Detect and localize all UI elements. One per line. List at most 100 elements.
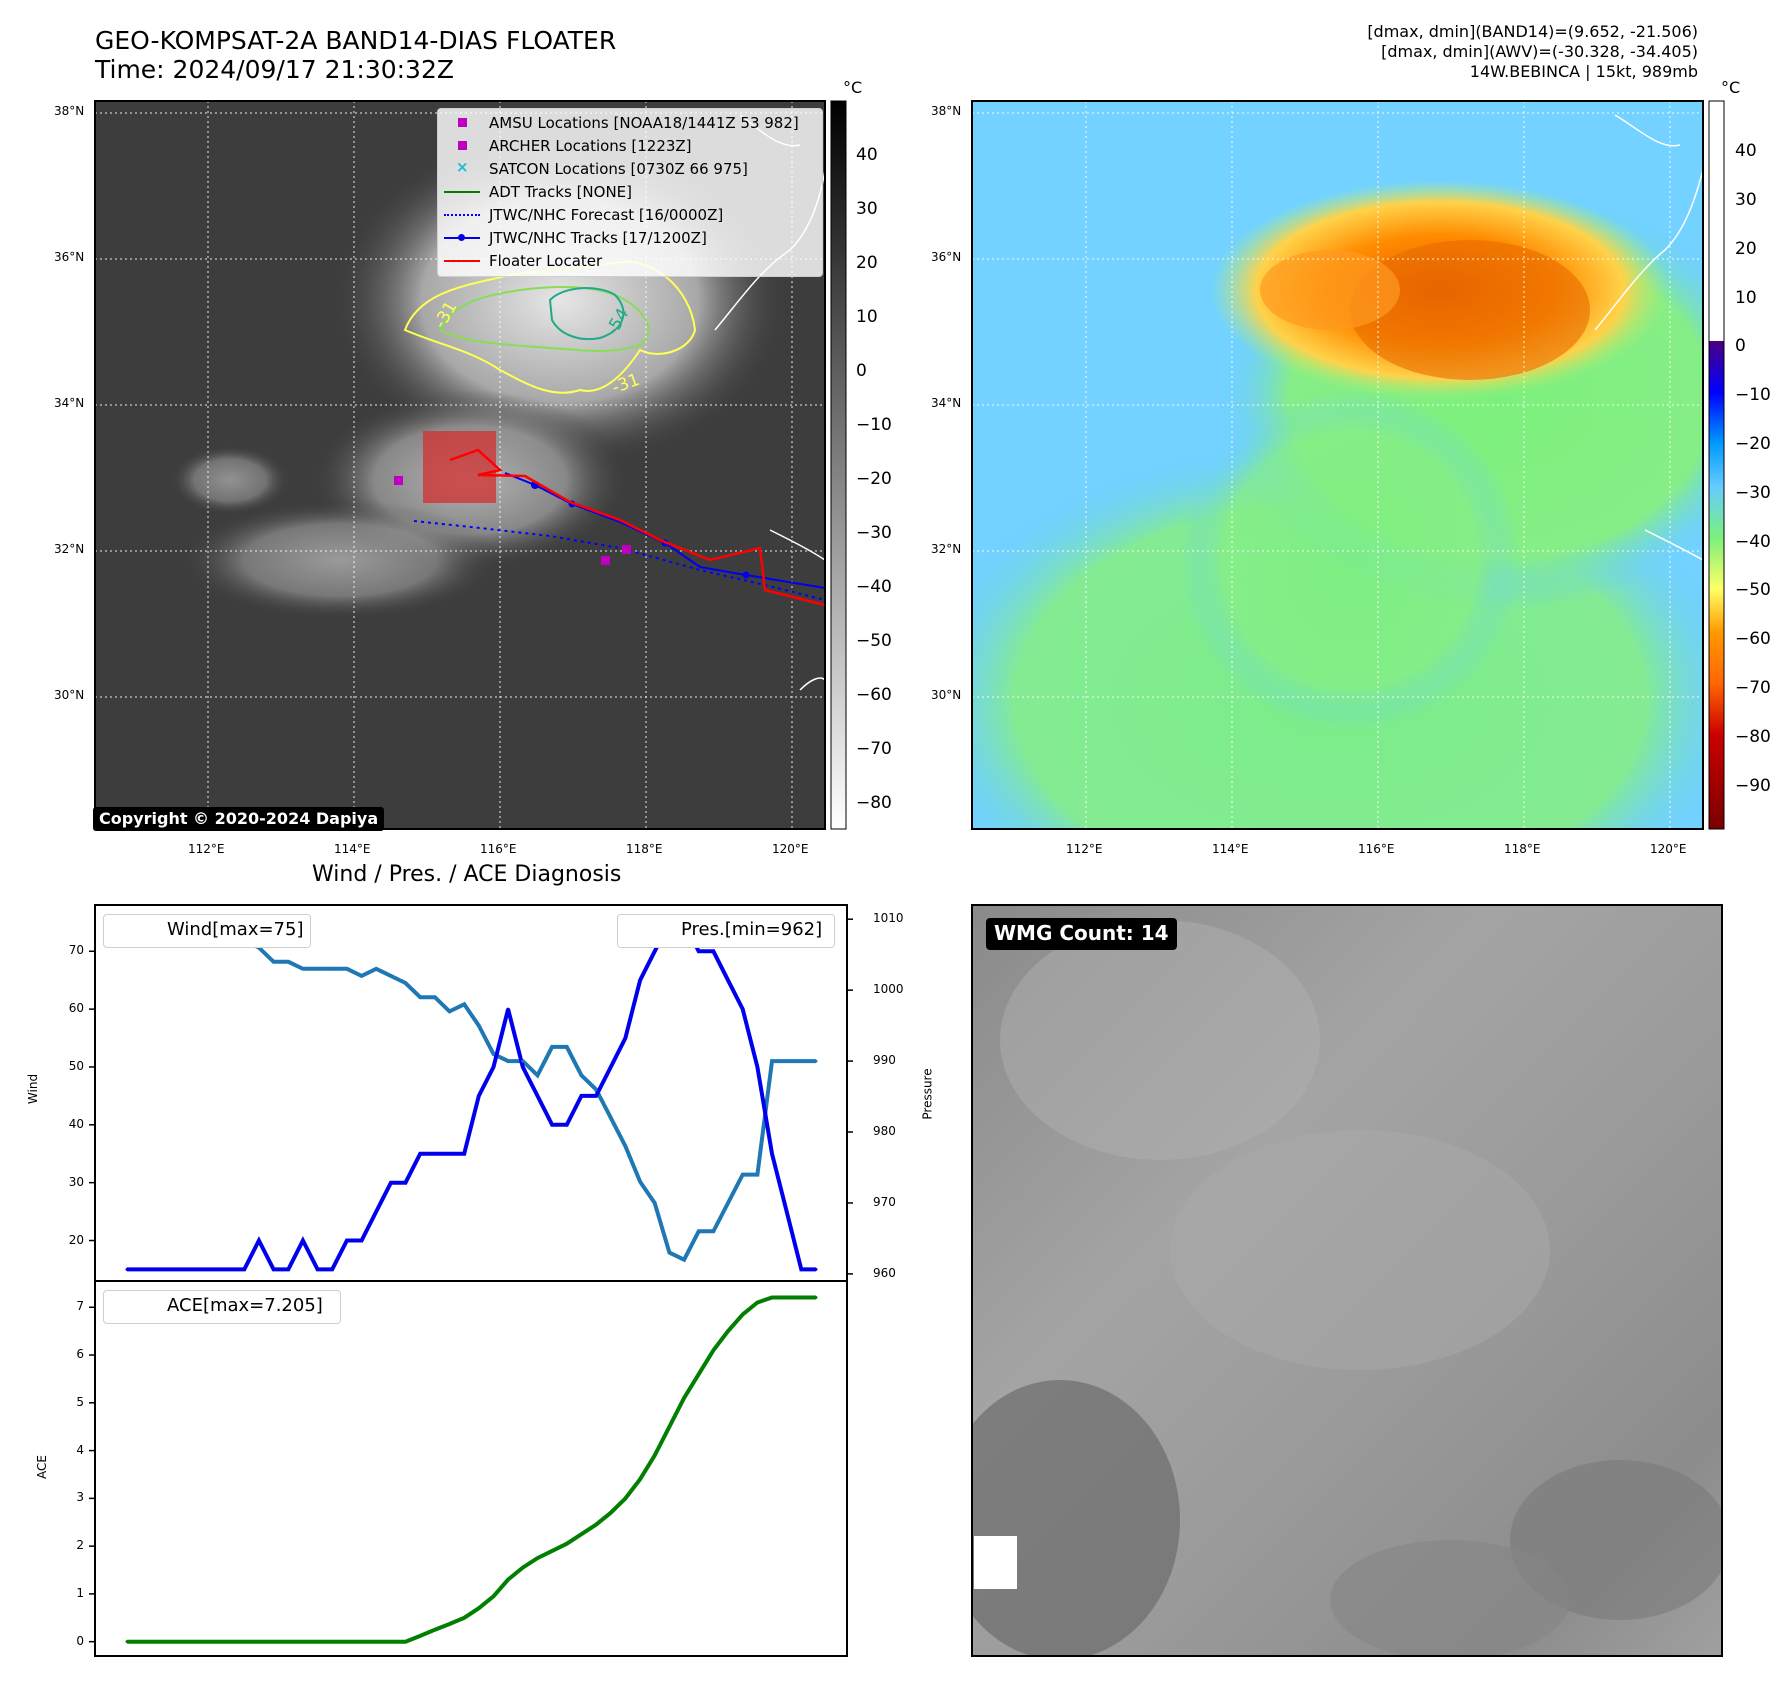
pressure-point [785, 1059, 789, 1063]
wind-point [213, 1267, 217, 1271]
square-marker-icon [458, 118, 467, 127]
wv-colorbar-unit: °C [1721, 78, 1741, 97]
wv-lon-tick: 114°E [1212, 842, 1249, 856]
pressure-point [741, 1173, 745, 1177]
diagnosis-title: Wind / Pres. / ACE Diagnosis [312, 862, 622, 887]
wv-cb-tick: 0 [1735, 336, 1746, 356]
ace-tick-label: 3 [76, 1490, 84, 1505]
floater-locater-line [449, 448, 825, 607]
wv-cb-tick: −50 [1735, 580, 1771, 600]
wv-cb-tick: −30 [1735, 483, 1771, 503]
wv-cb-tick: 30 [1735, 190, 1757, 210]
wind-point [462, 1152, 466, 1156]
pressure-point [286, 960, 290, 964]
pressure-axis-label: Pressure [920, 1068, 935, 1120]
wind-point [565, 1123, 569, 1127]
pressure-point [301, 967, 305, 971]
ace-point [374, 1640, 378, 1644]
wind-point [550, 1123, 554, 1127]
wind-point [418, 1152, 422, 1156]
wind-tick-label: 60 [68, 1001, 84, 1016]
ace-point [491, 1594, 495, 1598]
wv-cb-tick: −70 [1735, 678, 1771, 698]
wind-point [154, 1267, 158, 1271]
wv-lat-tick: 32°N [931, 542, 962, 556]
pressure-point [535, 1073, 539, 1077]
ace-point [140, 1640, 144, 1644]
wind-point [535, 1094, 539, 1098]
pressure-point [448, 1009, 452, 1013]
wv-cb-tick: −90 [1735, 776, 1771, 796]
ace-axis-label: ACE [34, 1455, 49, 1479]
wind-point [814, 1267, 818, 1271]
contour-54 [548, 287, 625, 340]
ace-point [360, 1640, 364, 1644]
pressure-point [418, 995, 422, 999]
wind-point [404, 1181, 408, 1185]
wind-series-line [127, 920, 816, 1272]
ace-point [389, 1640, 393, 1644]
dmax-awv: [dmax, dmin](AWV)=(-30.328, -34.405) [1381, 42, 1698, 61]
ace-point [272, 1640, 276, 1644]
wv-cb-tick: −10 [1735, 385, 1771, 405]
wind-point [330, 1267, 334, 1271]
pressure-point [594, 1087, 598, 1091]
amsu-marker [394, 476, 403, 485]
ace-point [711, 1348, 715, 1352]
pressure-point [521, 1059, 525, 1063]
archer-marker [601, 556, 610, 565]
ace-point [213, 1640, 217, 1644]
missing-data-patch [974, 1536, 1017, 1589]
ace-tick-label: 7 [76, 1299, 84, 1314]
wind-point [491, 1065, 495, 1069]
wv-cb-tick: 40 [1735, 141, 1757, 161]
wmg-image-panel [971, 904, 1723, 1657]
wind-point [755, 1065, 759, 1069]
legend-item-satcon: × SATCON Locations [0730Z 66 975] [438, 158, 822, 180]
ir-lon-tick: 112°E [188, 842, 225, 856]
map-legend: AMSU Locations [NOAA18/1441Z 53 982] ARC… [437, 108, 823, 277]
title-line2: Time: 2024/09/17 21:30:32Z [95, 55, 454, 84]
pressure-point [726, 1201, 730, 1205]
ace-point [638, 1477, 642, 1481]
ir-cb-tick: −30 [856, 523, 892, 543]
ace-point [404, 1640, 408, 1644]
pressure-point [491, 1052, 495, 1056]
ace-point [125, 1640, 129, 1644]
wind-point [360, 1239, 364, 1243]
ir-colorbar [830, 100, 847, 830]
ace-point [462, 1616, 466, 1620]
wind-point [345, 1239, 349, 1243]
ace-point [286, 1640, 290, 1644]
legend-label: SATCON Locations [0730Z 66 975] [489, 160, 748, 178]
ir-cb-tick: 30 [856, 199, 878, 219]
wind-point [609, 1065, 613, 1069]
wind-point [711, 949, 715, 953]
wv-lat-tick: 34°N [931, 396, 962, 410]
ace-point [594, 1523, 598, 1527]
wind-point [316, 1267, 320, 1271]
pressure-point [477, 1024, 481, 1028]
ace-plot-area [94, 1280, 848, 1657]
ace-tick-label: 4 [76, 1442, 84, 1457]
wind-point [521, 1065, 525, 1069]
wv-lat-tick: 36°N [931, 250, 962, 264]
wv-cb-tick: 10 [1735, 288, 1757, 308]
square-marker-icon [458, 141, 467, 150]
pressure-point [697, 1229, 701, 1233]
ace-legend: ACE[max=7.205] [103, 1290, 341, 1324]
wind-point [697, 949, 701, 953]
ir-cb-tick: −50 [856, 631, 892, 651]
dmax-band14: [dmax, dmin](BAND14)=(9.652, -21.506) [1367, 22, 1698, 41]
wv-lat-tick: 30°N [931, 688, 962, 702]
storm-info: 14W.BEBINCA | 15kt, 989mb [1469, 62, 1698, 81]
wind-point [594, 1094, 598, 1098]
wv-lon-tick: 116°E [1358, 842, 1395, 856]
pressure-point [345, 967, 349, 971]
wv-cb-tick: 20 [1735, 239, 1757, 259]
wv-lon-tick: 112°E [1066, 842, 1103, 856]
ir-lat-tick: 30°N [54, 688, 85, 702]
ace-point [448, 1622, 452, 1626]
wind-tick-label: 70 [68, 943, 84, 958]
ace-point [667, 1425, 671, 1429]
